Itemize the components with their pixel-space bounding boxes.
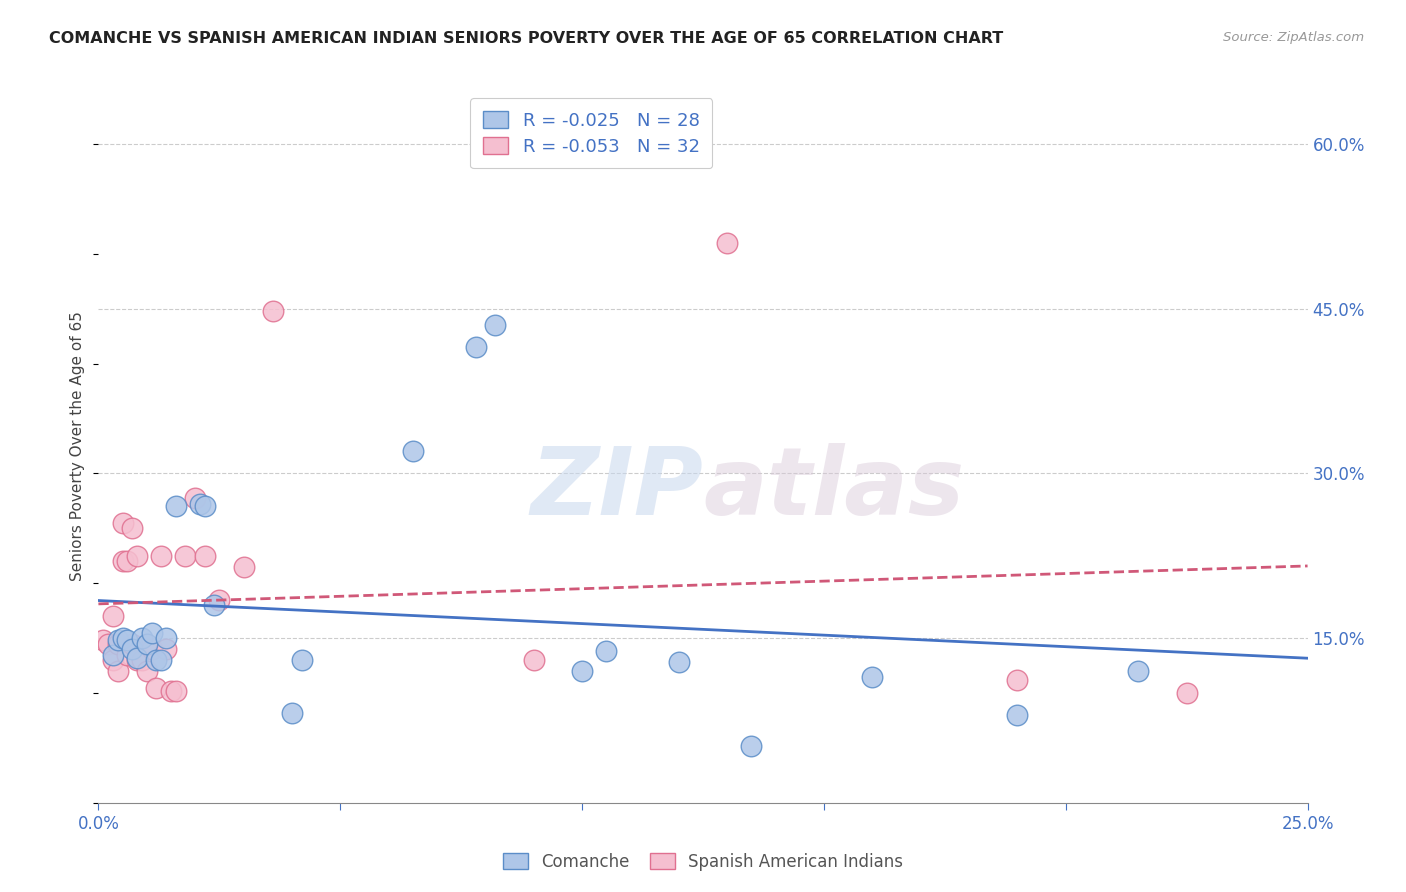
Point	[571, 664, 593, 678]
Point	[208, 592, 231, 607]
Point	[101, 648, 124, 662]
Point	[111, 554, 134, 568]
Point	[107, 633, 129, 648]
Point	[1175, 686, 1198, 700]
Point	[111, 631, 134, 645]
Point	[127, 653, 149, 667]
Point	[1007, 673, 1029, 687]
Point	[150, 549, 173, 563]
Point	[107, 637, 129, 651]
Point	[91, 633, 114, 648]
Point	[595, 644, 617, 658]
Point	[127, 651, 149, 665]
Point	[117, 633, 139, 648]
Point	[127, 549, 149, 563]
Legend: R = -0.025   N = 28, R = -0.053   N = 32: R = -0.025 N = 28, R = -0.053 N = 32	[470, 98, 713, 169]
Point	[716, 235, 738, 250]
Point	[131, 631, 153, 645]
Point	[523, 653, 546, 667]
Point	[131, 653, 153, 667]
Point	[121, 521, 143, 535]
Point	[160, 683, 183, 698]
Point	[184, 491, 207, 505]
Point	[484, 318, 506, 333]
Point	[464, 340, 486, 354]
Point	[97, 637, 120, 651]
Point	[145, 653, 167, 667]
Point	[101, 653, 124, 667]
Point	[135, 637, 157, 651]
Point	[117, 648, 139, 662]
Point	[281, 706, 304, 720]
Point	[145, 681, 167, 695]
Point	[111, 516, 134, 530]
Legend: Comanche, Spanish American Indians: Comanche, Spanish American Indians	[495, 845, 911, 880]
Point	[117, 554, 139, 568]
Point	[290, 653, 312, 667]
Y-axis label: Seniors Poverty Over the Age of 65: Seniors Poverty Over the Age of 65	[70, 311, 86, 581]
Point	[232, 559, 254, 574]
Point	[174, 549, 197, 563]
Point	[1128, 664, 1150, 678]
Text: Source: ZipAtlas.com: Source: ZipAtlas.com	[1223, 31, 1364, 45]
Point	[165, 683, 187, 698]
Point	[155, 642, 177, 657]
Point	[262, 304, 284, 318]
Point	[141, 642, 163, 657]
Point	[155, 631, 177, 645]
Point	[402, 444, 425, 458]
Point	[860, 669, 883, 683]
Point	[121, 642, 143, 657]
Point	[194, 500, 217, 514]
Point	[107, 664, 129, 678]
Point	[1007, 708, 1029, 723]
Point	[740, 739, 762, 753]
Point	[135, 664, 157, 678]
Text: ZIP: ZIP	[530, 442, 703, 535]
Point	[165, 500, 187, 514]
Point	[101, 609, 124, 624]
Point	[121, 637, 143, 651]
Point	[668, 655, 690, 669]
Point	[141, 625, 163, 640]
Point	[150, 653, 173, 667]
Point	[188, 497, 211, 511]
Point	[194, 549, 217, 563]
Text: atlas: atlas	[703, 442, 965, 535]
Point	[204, 598, 226, 612]
Text: COMANCHE VS SPANISH AMERICAN INDIAN SENIORS POVERTY OVER THE AGE OF 65 CORRELATI: COMANCHE VS SPANISH AMERICAN INDIAN SENI…	[49, 31, 1004, 46]
